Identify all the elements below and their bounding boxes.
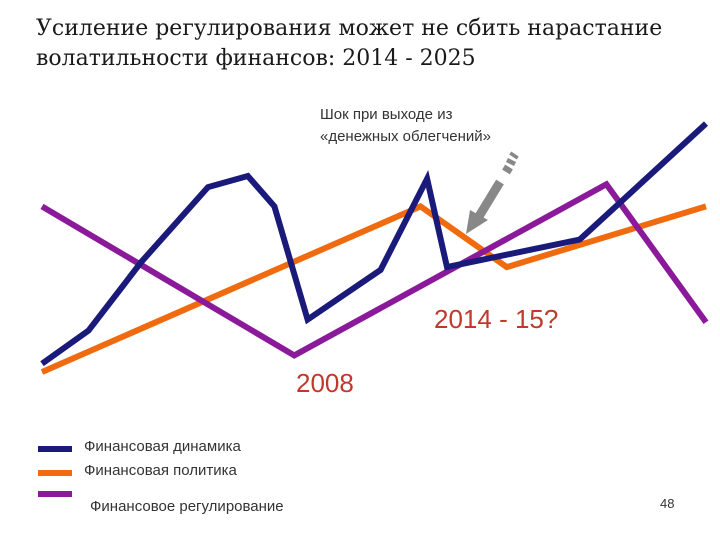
- page-number: 48: [660, 496, 675, 511]
- label-2008: 2008: [296, 368, 354, 398]
- annotation-arrow-icon: [466, 151, 519, 234]
- legend-swatch-policy: [38, 470, 72, 476]
- series-line-regulation: [40, 180, 709, 359]
- title-line-2: волатильности финансов: 2014 - 2025: [36, 46, 476, 71]
- legend-label-regulation: Финансовое регулирование: [90, 498, 284, 515]
- legend-swatch-dynamics: [38, 446, 72, 452]
- annotation-line-1: Шок при выходе из: [320, 106, 453, 123]
- series-line-policy: [40, 202, 707, 375]
- legend-swatch-regulation: [38, 491, 72, 497]
- series-line-dynamics: [40, 121, 709, 367]
- shock-annotation: Шок при выходе из «денежных облегчений»: [320, 104, 491, 148]
- legend-label-policy: Финансовая политика: [84, 462, 237, 479]
- title-line-1: Усиление регулирования может не сбить на…: [36, 16, 663, 41]
- label-2014-15: 2014 - 15?: [434, 304, 559, 334]
- slide-title: Усиление регулирования может не сбить на…: [36, 14, 676, 74]
- legend-label-dynamics: Финансовая динамика: [84, 438, 241, 455]
- annotation-line-2: «денежных облегчений»: [320, 128, 492, 145]
